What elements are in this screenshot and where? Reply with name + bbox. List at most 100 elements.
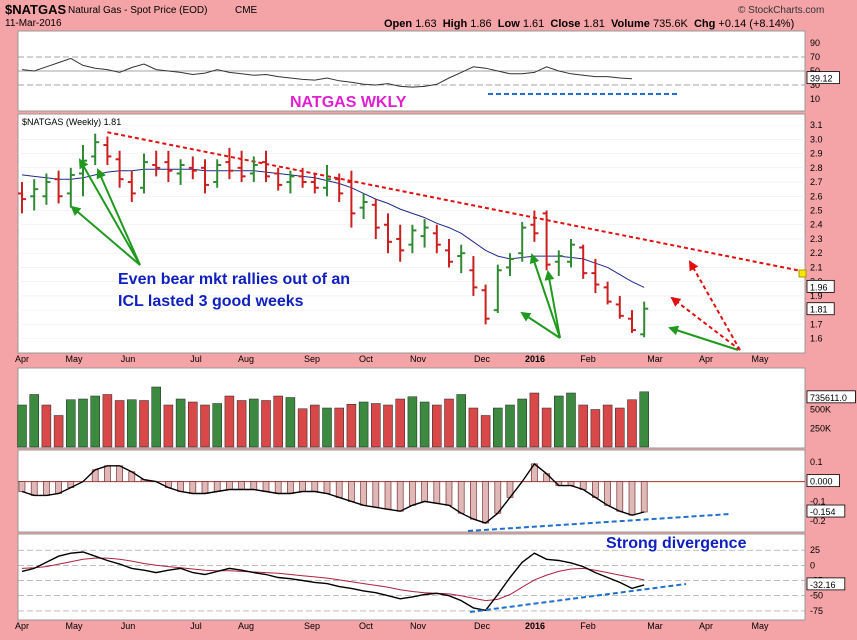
volume-bar	[627, 399, 637, 448]
volume-bar	[224, 395, 235, 448]
price-bar	[542, 210, 551, 271]
price-bar	[262, 150, 270, 183]
rsi-tick-label: 10	[810, 94, 820, 104]
bottom-time-axis-label: Sep	[304, 621, 320, 631]
volume-bar	[188, 401, 198, 448]
price-bar	[152, 150, 161, 177]
price-bar	[18, 182, 26, 214]
volume-bar	[334, 407, 344, 448]
macd-histogram-bar	[116, 465, 123, 482]
macd-histogram-bar	[226, 481, 233, 490]
divergence-note: Strong divergence	[606, 535, 747, 552]
price-tick-label: 1.6	[810, 334, 823, 344]
volume-current-value: 735611.0	[810, 393, 847, 403]
time-axis-label: Aug	[238, 354, 254, 364]
bottom-time-axis-label: Jun	[121, 621, 136, 631]
price-bar	[54, 170, 63, 204]
rsi-current-value-box	[806, 71, 840, 85]
support-line-oscillator	[469, 583, 687, 613]
macd-histogram-bar	[104, 465, 111, 482]
time-axis-label: Mar	[647, 354, 663, 364]
time-axis-label: Apr	[15, 354, 29, 364]
price-bar	[249, 156, 258, 183]
macd-histogram-bar	[482, 481, 489, 524]
trendline-marker	[798, 269, 807, 278]
bottom-time-axis-label: May	[65, 621, 83, 631]
projection-arrow-1	[689, 260, 741, 351]
time-axis-label: May	[751, 354, 769, 364]
volume-bar	[602, 404, 613, 448]
time-axis-label: Apr	[699, 354, 713, 364]
price-tick-label: 2.9	[810, 149, 823, 159]
time-axis-label: 2016	[525, 354, 545, 364]
macd-histogram-bar	[640, 481, 648, 513]
macd-histogram-bar	[604, 481, 611, 506]
price-current-value: 1.81	[810, 305, 828, 315]
macd-histogram-bar	[457, 481, 465, 514]
oscillator-chart: 250-25-50-75-32.16	[18, 545, 846, 616]
bottom-time-axis-label: Apr	[15, 621, 29, 631]
volume-tick-label: 250K	[810, 423, 831, 433]
bottom-time-axis-label: Apr	[699, 621, 713, 631]
projection-arrow-2	[670, 296, 741, 351]
price-bar	[591, 258, 600, 294]
price-bar	[518, 221, 527, 262]
rally-arrow-6	[520, 311, 561, 339]
price-bar	[176, 159, 185, 185]
volume-bar	[310, 404, 320, 448]
bottom-time-axis-label: Oct	[359, 621, 374, 631]
rsi-tick-label: 70	[810, 52, 820, 62]
chart-date: 11-Mar-2016	[5, 18, 62, 29]
macd-histogram-bar	[396, 481, 404, 512]
time-axis-label: Feb	[580, 354, 596, 364]
price-tick-label: 2.8	[810, 163, 823, 173]
volume-tick-label: 500K	[810, 405, 831, 415]
oscillator-line	[21, 551, 645, 612]
price-bar	[408, 224, 417, 254]
price-bar	[432, 224, 441, 254]
price-tick-label: 2.7	[810, 177, 823, 187]
macd-histogram-bar	[213, 481, 221, 492]
price-bar	[384, 213, 392, 254]
oscillator-tick-label: 0	[810, 560, 815, 570]
oscillator-tick-label: -50	[810, 591, 823, 601]
volume-bar	[53, 415, 64, 448]
volume-bar	[212, 403, 222, 448]
macd-zero-value: 0.000	[810, 477, 833, 487]
macd-chart: 0.10.000-0.1-0.20.000-0.154	[18, 457, 846, 526]
price-bar	[310, 173, 319, 194]
price-bar	[127, 170, 136, 202]
price-bar	[201, 159, 209, 194]
volume-bar	[432, 404, 442, 448]
rally-arrow-3	[70, 205, 141, 266]
price-legend: $NATGAS (Weekly) 1.81	[22, 117, 121, 127]
volume-chart: 500K 250K 735611.0	[17, 386, 856, 448]
volume-bar	[285, 397, 296, 448]
price-tick-label: 3.0	[810, 134, 823, 144]
volume-bar	[163, 404, 174, 448]
price-bar	[493, 264, 502, 313]
bottom-time-axis-label: Dec	[474, 621, 491, 631]
price-chart: 3.13.02.92.82.72.62.52.42.32.22.12.01.91…	[18, 117, 835, 344]
volume-bar	[346, 404, 357, 448]
volume-bar	[383, 404, 393, 448]
volume-bar	[554, 395, 564, 448]
drawn-annotations	[70, 93, 807, 613]
time-axis: Apr May Jun Jul Aug Sep Oct Nov Dec 2016 Feb Mar Apr…	[15, 354, 769, 631]
rsi-current-value: 39.12	[810, 74, 833, 84]
volume-bar	[114, 400, 125, 448]
macd-histogram-bar	[43, 481, 50, 496]
bottom-time-axis-label: May	[751, 621, 769, 631]
price-bar	[286, 170, 295, 194]
macd-histogram-bar	[30, 481, 38, 496]
macd-histogram-bar	[421, 481, 428, 502]
macd-histogram-bar	[201, 481, 209, 494]
volume-bar	[102, 394, 113, 448]
oscillator-current-value: -32.16	[810, 580, 836, 590]
rally-note-line1: Even bear mkt rallies out of an	[118, 271, 351, 288]
macd-histogram-bar	[189, 481, 197, 494]
volume-current-value-box	[806, 390, 856, 404]
price-bar	[103, 136, 112, 165]
oscillator-panel	[17, 533, 806, 621]
volume-bar	[517, 398, 527, 448]
